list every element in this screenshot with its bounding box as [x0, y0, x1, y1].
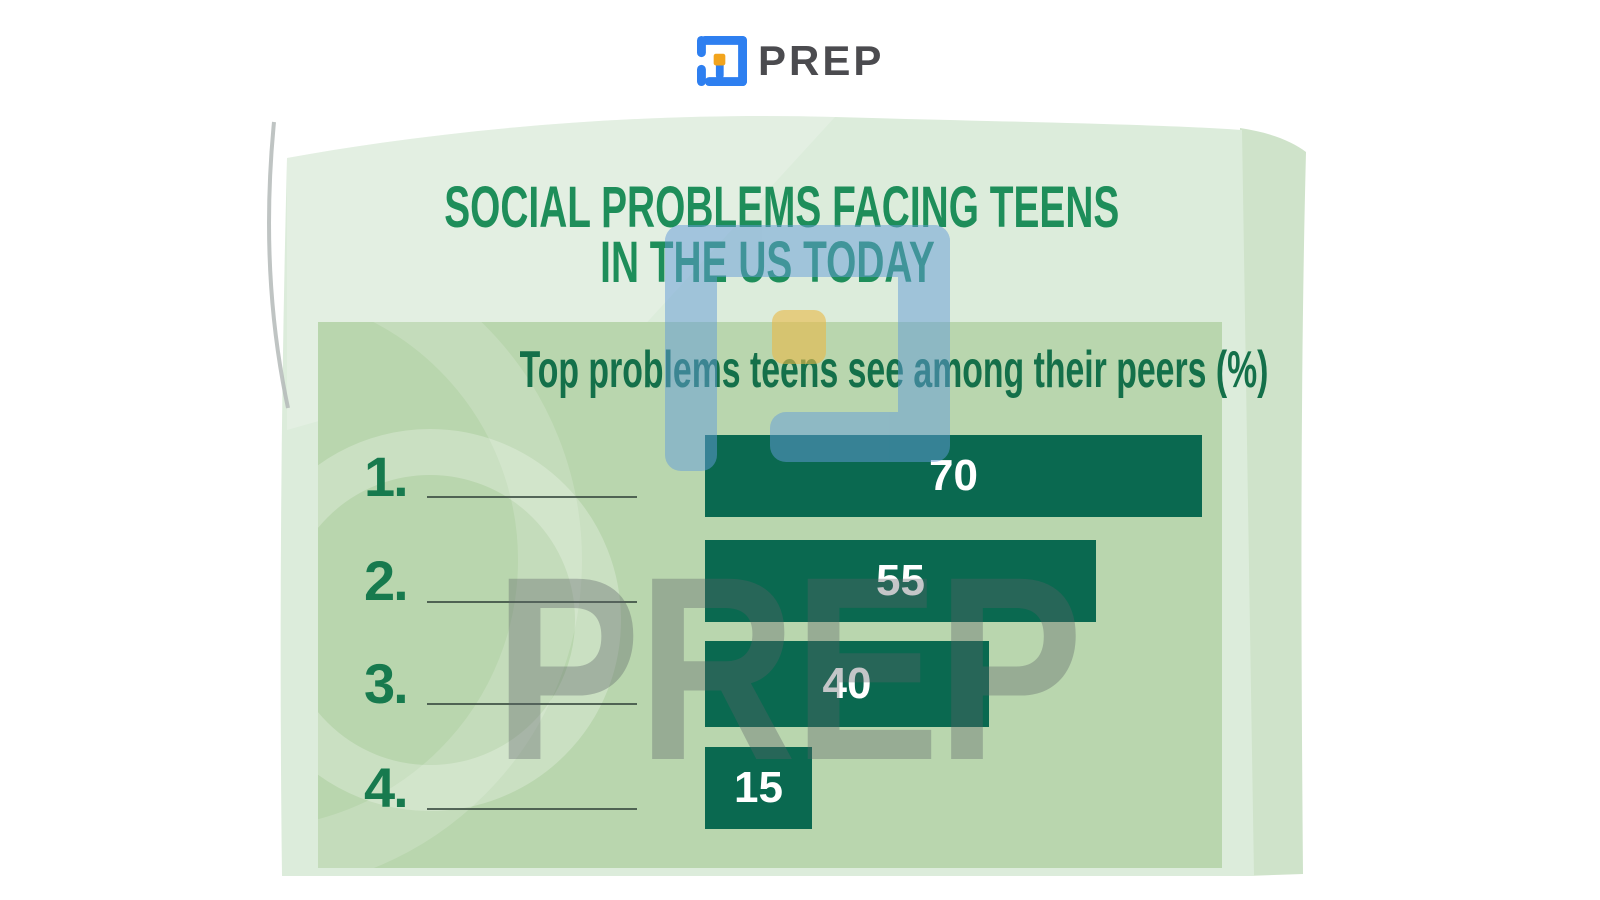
brand-wordmark: PREP: [758, 37, 885, 84]
prep-logo-icon: [697, 36, 747, 86]
brand-header: PREP: [697, 36, 884, 86]
logo-orange-square: [713, 53, 726, 66]
watermark-yellow-square: [772, 310, 826, 364]
